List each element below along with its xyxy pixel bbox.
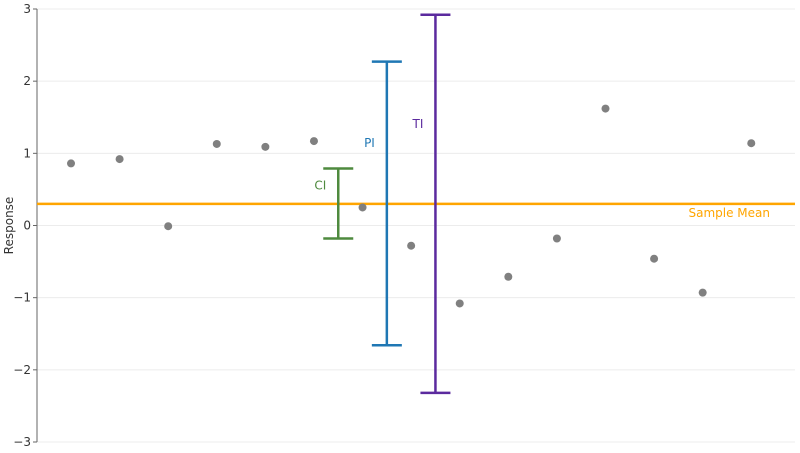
data-point: [309, 137, 318, 146]
y-tick-label: 0: [23, 219, 31, 233]
y-tick-label: 2: [23, 74, 31, 88]
sample-mean-label: Sample Mean: [688, 206, 770, 220]
interval-layer: CI PI TI: [314, 13, 451, 395]
data-point: [747, 139, 756, 148]
interval-label: CI: [314, 178, 326, 192]
data-point: [650, 254, 659, 263]
data-point: [212, 139, 221, 148]
axis-layer: −3 −2 −1 0 1 2 3: [13, 2, 38, 449]
data-point: [601, 104, 610, 113]
y-tick-label: −2: [13, 363, 31, 377]
interval-label: TI: [412, 117, 424, 131]
points-layer: [67, 104, 756, 308]
data-point: [504, 272, 513, 281]
y-tick-label: −3: [13, 435, 31, 449]
data-point: [164, 222, 173, 231]
data-point: [407, 241, 416, 250]
y-tick-label: 1: [23, 146, 31, 160]
interval-ci: CI: [314, 167, 354, 240]
interval-pi: PI: [364, 60, 402, 347]
data-point: [67, 159, 76, 168]
data-point: [552, 234, 561, 243]
data-point: [115, 155, 124, 164]
y-tick-label: −1: [13, 291, 31, 305]
data-point: [455, 299, 464, 308]
mean-layer: Sample Mean: [37, 202, 795, 220]
data-point: [358, 203, 367, 212]
data-point: [261, 142, 270, 151]
y-axis-title: Response: [2, 197, 16, 255]
interval-ti: TI: [412, 13, 451, 395]
y-tick-label: 3: [23, 2, 31, 16]
data-point: [698, 288, 707, 297]
interval-label: PI: [364, 136, 375, 150]
grid-layer: [37, 8, 795, 443]
